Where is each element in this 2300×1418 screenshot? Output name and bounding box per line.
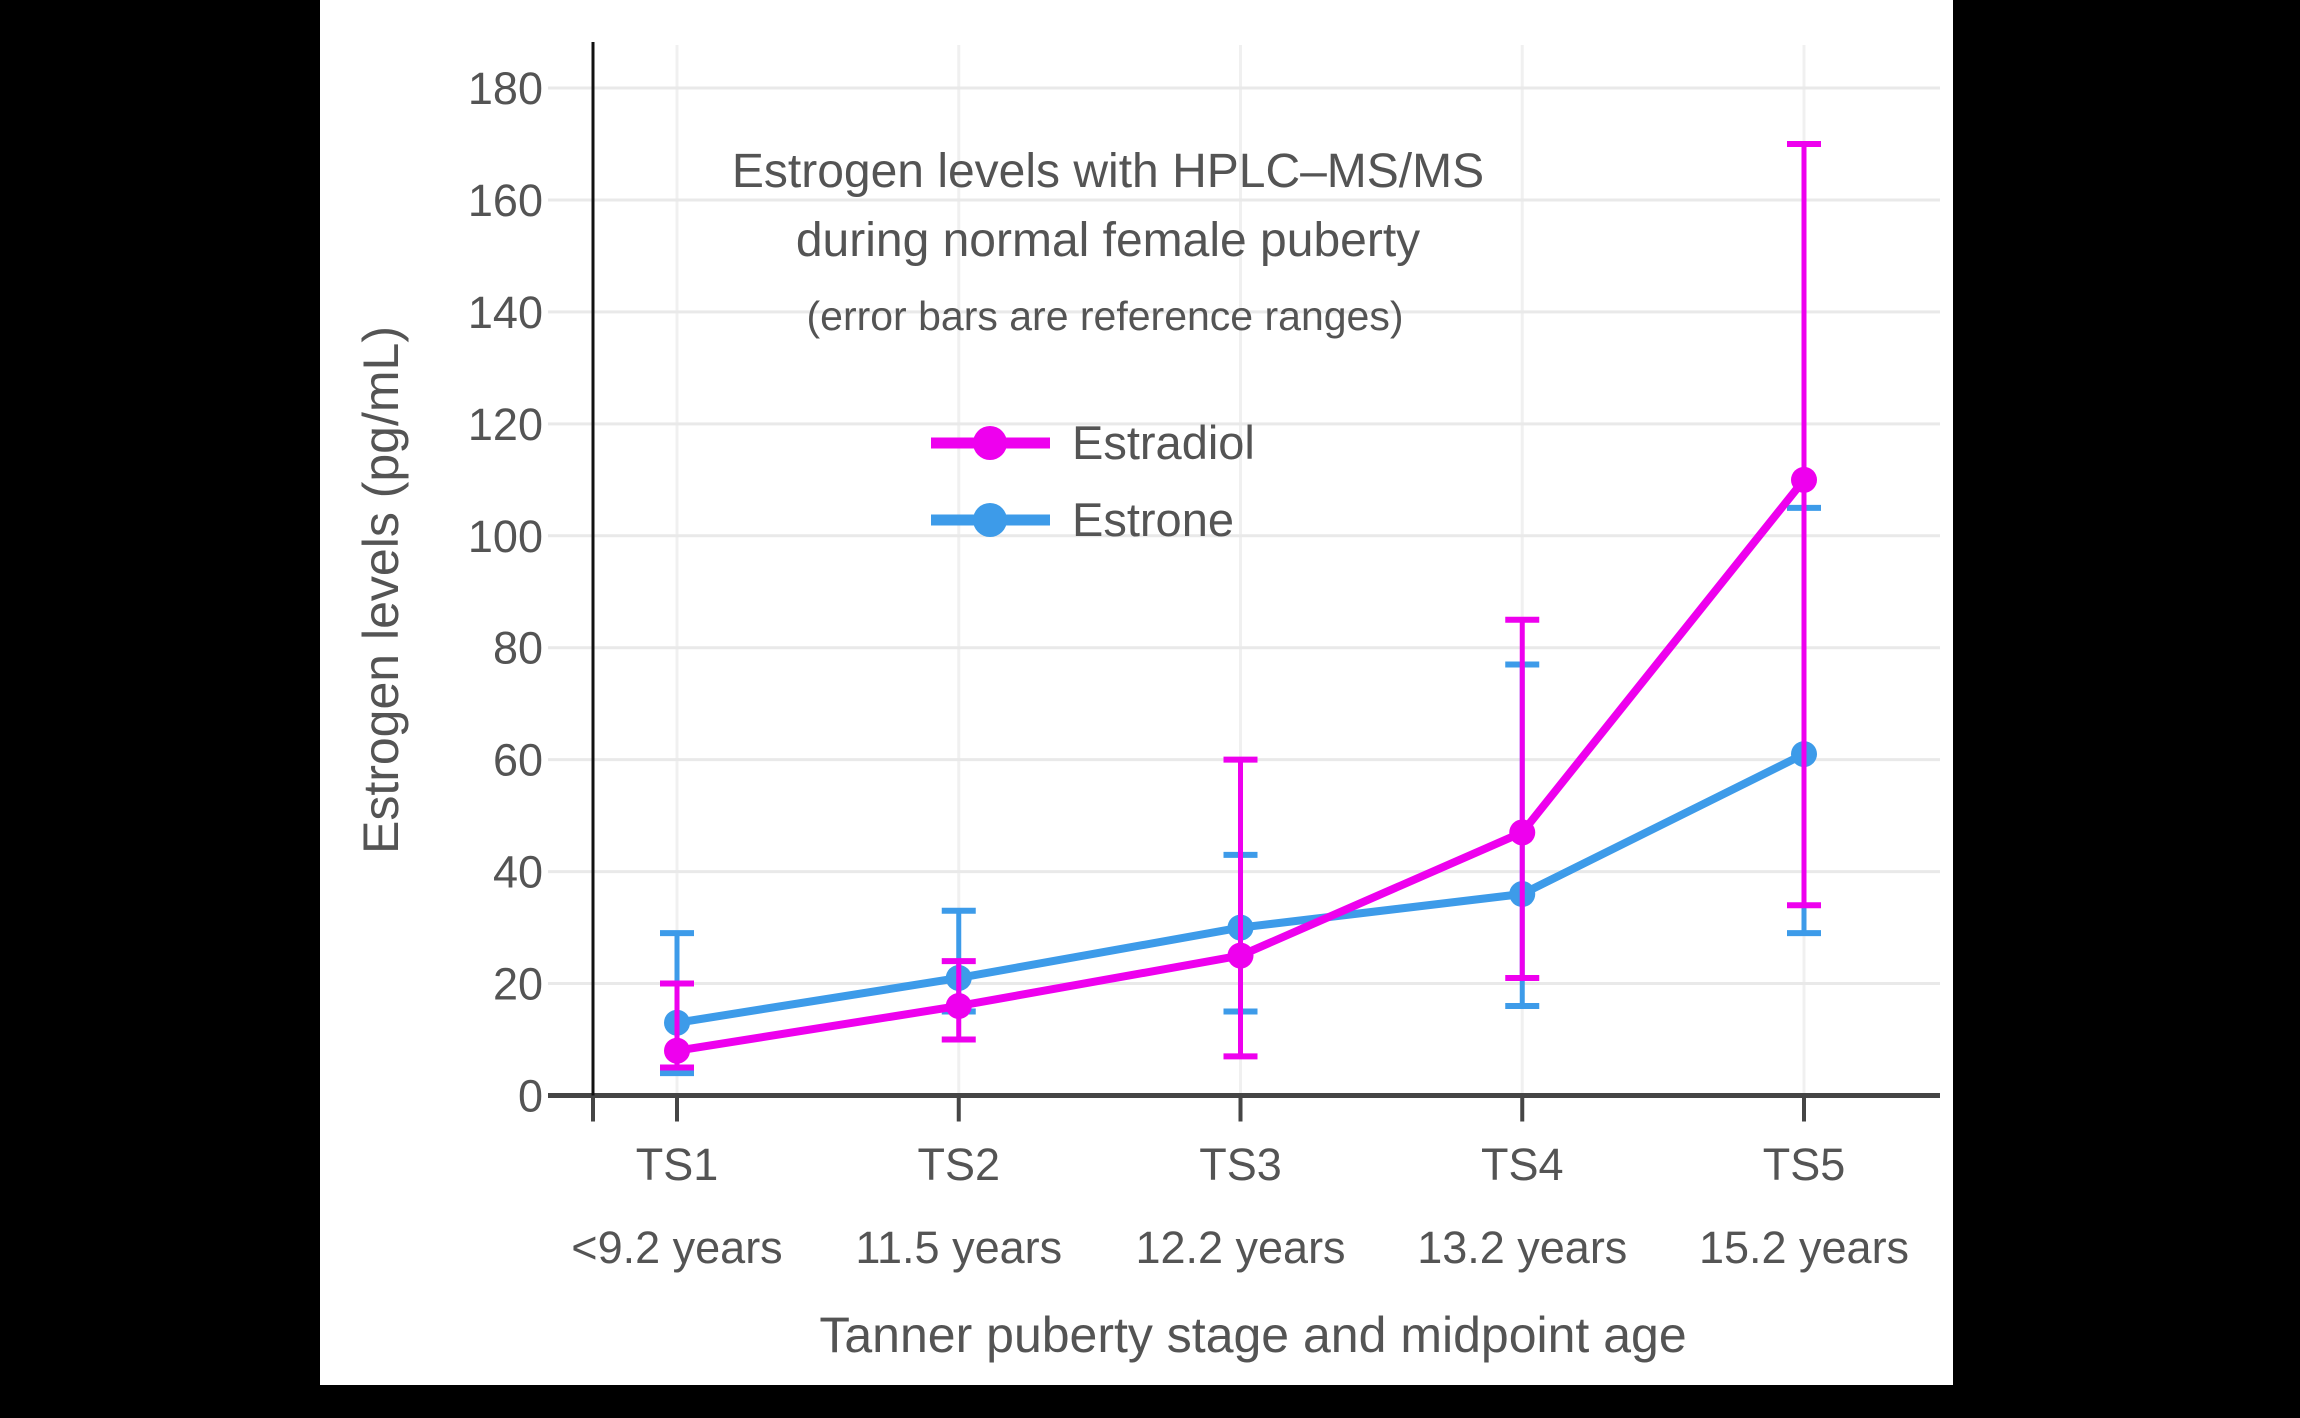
x-tick-age-label-TS1: <9.2 years xyxy=(571,1222,782,1273)
x-tick-stage-label-TS5: TS5 xyxy=(1763,1139,1846,1190)
y-tick-label-0: 0 xyxy=(518,1071,543,1122)
gridlines xyxy=(548,45,1940,1094)
x-axis-title: Tanner puberty stage and midpoint age xyxy=(819,1307,1686,1363)
x-tick-stage-label-TS3: TS3 xyxy=(1199,1139,1282,1190)
legend-label-estradiol: Estradiol xyxy=(1072,416,1255,469)
y-tick-label-120: 120 xyxy=(468,399,543,450)
axes xyxy=(548,42,1940,1122)
y-tick-label-80: 80 xyxy=(493,623,543,674)
x-tick-age-label-TS4: 13.2 years xyxy=(1417,1222,1627,1273)
chart-title-line1: Estrogen levels with HPLC–MS/MS xyxy=(732,145,1484,198)
legend-marker-estrone xyxy=(973,503,1007,537)
y-tick-label-40: 40 xyxy=(493,847,543,898)
y-tick-label-20: 20 xyxy=(493,959,543,1010)
legend: Estradiol Estrone xyxy=(931,416,1255,546)
y-axis-title: Estrogen levels (pg/mL) xyxy=(353,326,409,854)
x-tick-age-label-TS2: 11.5 years xyxy=(855,1222,1062,1273)
estradiol-marker-TS1 xyxy=(664,1037,690,1064)
estradiol-marker-TS4 xyxy=(1509,819,1536,846)
x-tick-age-label-TS5: 15.2 years xyxy=(1699,1222,1909,1273)
axis-labels: 0 20 40 60 80 100 120 140 160 180 TS1 <9.2 years TS2… xyxy=(468,63,1909,1273)
estradiol-marker-TS5 xyxy=(1791,466,1817,493)
estradiol-marker-TS2 xyxy=(945,992,972,1019)
data-series xyxy=(660,141,1821,1077)
chart-subtitle: (error bars are reference ranges) xyxy=(806,293,1403,339)
x-tick-stage-label-TS1: TS1 xyxy=(636,1139,719,1190)
y-tick-label-140: 140 xyxy=(468,287,543,338)
y-tick-label-60: 60 xyxy=(493,735,543,786)
x-tick-age-label-TS3: 12.2 years xyxy=(1135,1222,1345,1273)
y-tick-label-180: 180 xyxy=(468,63,543,114)
estradiol-marker-TS3 xyxy=(1227,942,1254,969)
x-tick-stage-label-TS4: TS4 xyxy=(1481,1139,1564,1190)
legend-label-estrone: Estrone xyxy=(1072,493,1234,546)
chart-panel xyxy=(320,0,1953,1385)
series-estradiol xyxy=(660,141,1821,1071)
y-tick-label-160: 160 xyxy=(468,175,543,226)
legend-marker-estradiol xyxy=(973,426,1007,460)
y-tick-label-100: 100 xyxy=(468,511,543,562)
chart-title-line2: during normal female puberty xyxy=(796,214,1420,267)
x-tick-stage-label-TS2: TS2 xyxy=(917,1139,1000,1190)
